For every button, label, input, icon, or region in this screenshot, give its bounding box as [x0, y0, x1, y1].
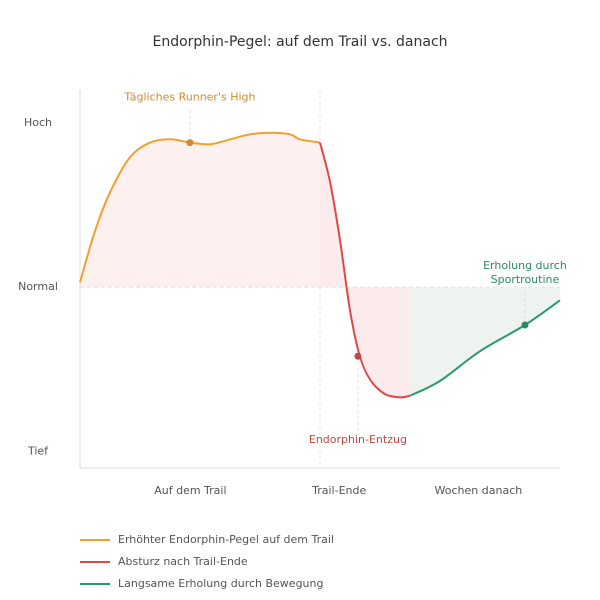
legend-label: Erhöhter Endorphin-Pegel auf dem Trail [118, 533, 334, 546]
y-tick-label: Normal [18, 280, 58, 293]
x-tick-label: Trail-Ende [311, 484, 366, 497]
annotation-point [354, 352, 362, 360]
series-line [409, 299, 561, 397]
x-tick-label: Auf dem Trail [154, 484, 226, 497]
annotation-point [521, 321, 529, 329]
series-area [410, 287, 560, 396]
y-tick-label: Hoch [24, 116, 52, 129]
annotation-label: Endorphin-Entzug [309, 433, 407, 446]
annotation-label: Erholung durch [483, 259, 567, 272]
y-tick-label: Tief [27, 445, 49, 458]
annotation-label: Tägliches Runner's High [123, 91, 255, 104]
series-area [320, 142, 411, 398]
series-area [80, 132, 320, 288]
series-line [79, 131, 321, 283]
legend-label: Langsame Erholung durch Bewegung [118, 577, 323, 590]
annotation-label: Sportroutine [491, 273, 560, 286]
legend-label: Absturz nach Trail-Ende [118, 555, 248, 568]
x-tick-label: Wochen danach [435, 484, 523, 497]
chart-title: Endorphin-Pegel: auf dem Trail vs. danac… [152, 34, 447, 50]
annotation-point [186, 139, 194, 147]
